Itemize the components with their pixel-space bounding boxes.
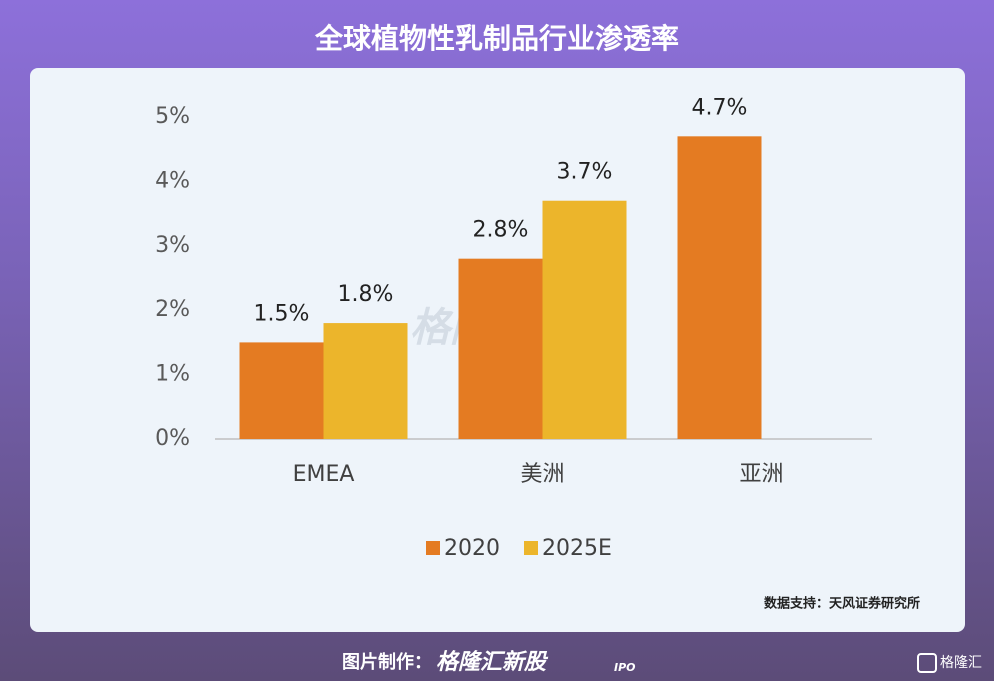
data-label: 1.8%: [338, 282, 394, 307]
bar: [677, 136, 762, 439]
data-label: 2.8%: [473, 218, 529, 243]
bar: [458, 258, 543, 439]
bar: [323, 323, 408, 439]
legend-swatch: [426, 541, 440, 555]
bar: [239, 342, 324, 439]
x-tick-label: 美洲: [520, 462, 564, 487]
y-tick-label: 3%: [155, 233, 190, 258]
y-tick-label: 1%: [155, 362, 190, 387]
legend-label: 2025E: [542, 536, 612, 561]
data-label: 1.5%: [254, 301, 310, 326]
x-tick-label: 亚洲: [739, 462, 783, 487]
legend-label: 2020: [444, 536, 500, 561]
footer-label: 图片制作：: [342, 651, 432, 673]
chart-title: 全球植物性乳制品行业渗透率: [314, 22, 679, 55]
bar: [542, 200, 627, 439]
data-label: 3.7%: [557, 160, 613, 185]
data-label: 4.7%: [692, 95, 748, 120]
y-tick-label: 0%: [155, 426, 190, 451]
y-tick-label: 4%: [155, 168, 190, 193]
y-tick-label: 5%: [155, 104, 190, 129]
source: 数据支持：天风证券研究所: [764, 596, 920, 612]
footer-logo: 格隆汇: [940, 655, 982, 671]
footer-tag: IPO: [614, 661, 636, 674]
logo-icon: [917, 653, 937, 673]
footer-brand: 格隆汇新股: [436, 649, 549, 675]
x-tick-label: EMEA: [293, 462, 355, 487]
y-tick-label: 2%: [155, 297, 190, 322]
legend-swatch: [524, 541, 538, 555]
